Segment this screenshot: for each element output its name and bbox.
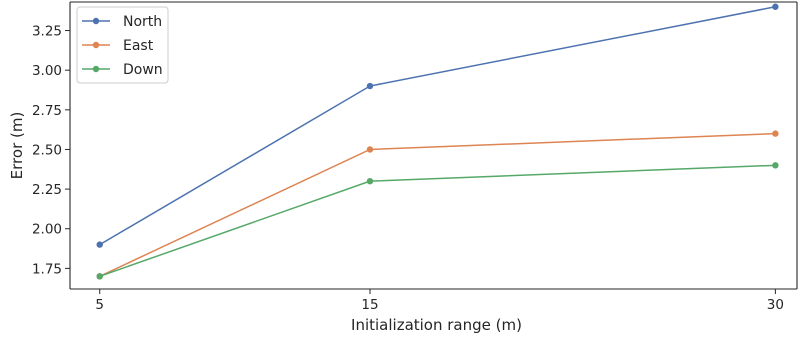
- series-line-east: [99, 132, 776, 277]
- data-point-north: [96, 241, 103, 248]
- y-tick-label: 1.75: [32, 261, 62, 277]
- y-tick-label: 3.25: [32, 24, 62, 40]
- x-axis-label: Initialization range (m): [351, 316, 522, 334]
- x-tick-label: 5: [95, 297, 104, 313]
- legend: North East Down: [76, 6, 169, 84]
- series-north: [96, 3, 779, 248]
- series-line-down: [99, 164, 776, 278]
- legend-label-east: East: [123, 38, 154, 54]
- y-tick-label: 2.00: [32, 222, 62, 238]
- data-point-north: [366, 82, 374, 90]
- legend-item-east: East: [82, 38, 154, 54]
- legend-item-north: North: [82, 14, 162, 30]
- y-axis-label: Error (m): [8, 112, 26, 180]
- y-tick-label: 2.75: [32, 103, 62, 119]
- legend-item-down: Down: [82, 62, 163, 78]
- x-tick-label: 15: [361, 297, 378, 313]
- data-point-down: [96, 273, 103, 280]
- legend-label-down: Down: [123, 62, 163, 78]
- data-point-east: [772, 130, 779, 137]
- data-point-north: [772, 3, 779, 10]
- series-line-north: [99, 6, 776, 246]
- y-tick-label: 2.50: [32, 142, 62, 158]
- x-tick-label: 30: [767, 297, 784, 313]
- legend-marker-north: [92, 17, 100, 25]
- legend-label-north: North: [123, 14, 162, 30]
- series-east: [96, 130, 779, 280]
- data-point-down: [772, 162, 779, 169]
- data-point-down: [366, 177, 374, 185]
- y-tick-label: 3.00: [32, 63, 62, 79]
- legend-marker-down: [92, 65, 100, 73]
- series-layer: [96, 3, 779, 280]
- y-tick-label: 2.25: [32, 182, 62, 198]
- data-point-east: [366, 146, 374, 153]
- legend-marker-east: [92, 41, 100, 49]
- series-down: [96, 162, 779, 280]
- axes: 1.75 2.00 2.25 2.50 2.75 3.00 3.25 5 15 30: [32, 1, 798, 313]
- legend-box: [76, 6, 169, 84]
